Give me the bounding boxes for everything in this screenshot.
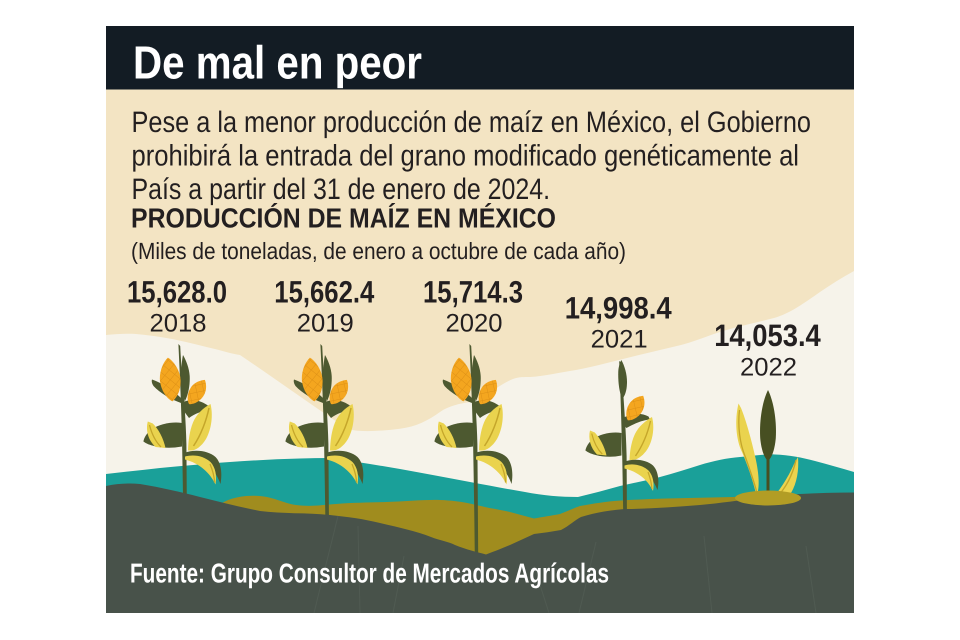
svg-text:prohibirá la entrada del grano: prohibirá la entrada del grano modificad… <box>132 140 800 173</box>
svg-text:2018: 2018 <box>150 309 207 337</box>
svg-text:Pese a la menor producción de: Pese a la menor producción de maíz en Mé… <box>132 106 812 139</box>
svg-text:15,662.4: 15,662.4 <box>274 274 375 309</box>
svg-text:(Miles de toneladas, de enero: (Miles de toneladas, de enero a octubre … <box>131 238 626 264</box>
svg-text:2019: 2019 <box>297 309 354 337</box>
svg-text:14,053.4: 14,053.4 <box>714 318 821 353</box>
svg-text:PRODUCCIÓN DE MAÍZ EN MÉXICO: PRODUCCIÓN DE MAÍZ EN MÉXICO <box>131 203 556 234</box>
svg-text:2022: 2022 <box>740 354 797 382</box>
svg-text:Fuente: Grupo Consultor de Mer: Fuente: Grupo Consultor de Mercados Agrí… <box>130 558 609 589</box>
svg-text:País a partir del 31 de enero: País a partir del 31 de enero de 2024. <box>132 173 551 206</box>
svg-text:14,998.4: 14,998.4 <box>565 290 673 325</box>
svg-text:2021: 2021 <box>591 326 648 354</box>
svg-text:15,714.3: 15,714.3 <box>423 274 523 309</box>
svg-text:2020: 2020 <box>446 309 503 337</box>
svg-text:15,628.0: 15,628.0 <box>127 274 227 309</box>
svg-text:De mal en peor: De mal en peor <box>133 37 422 89</box>
